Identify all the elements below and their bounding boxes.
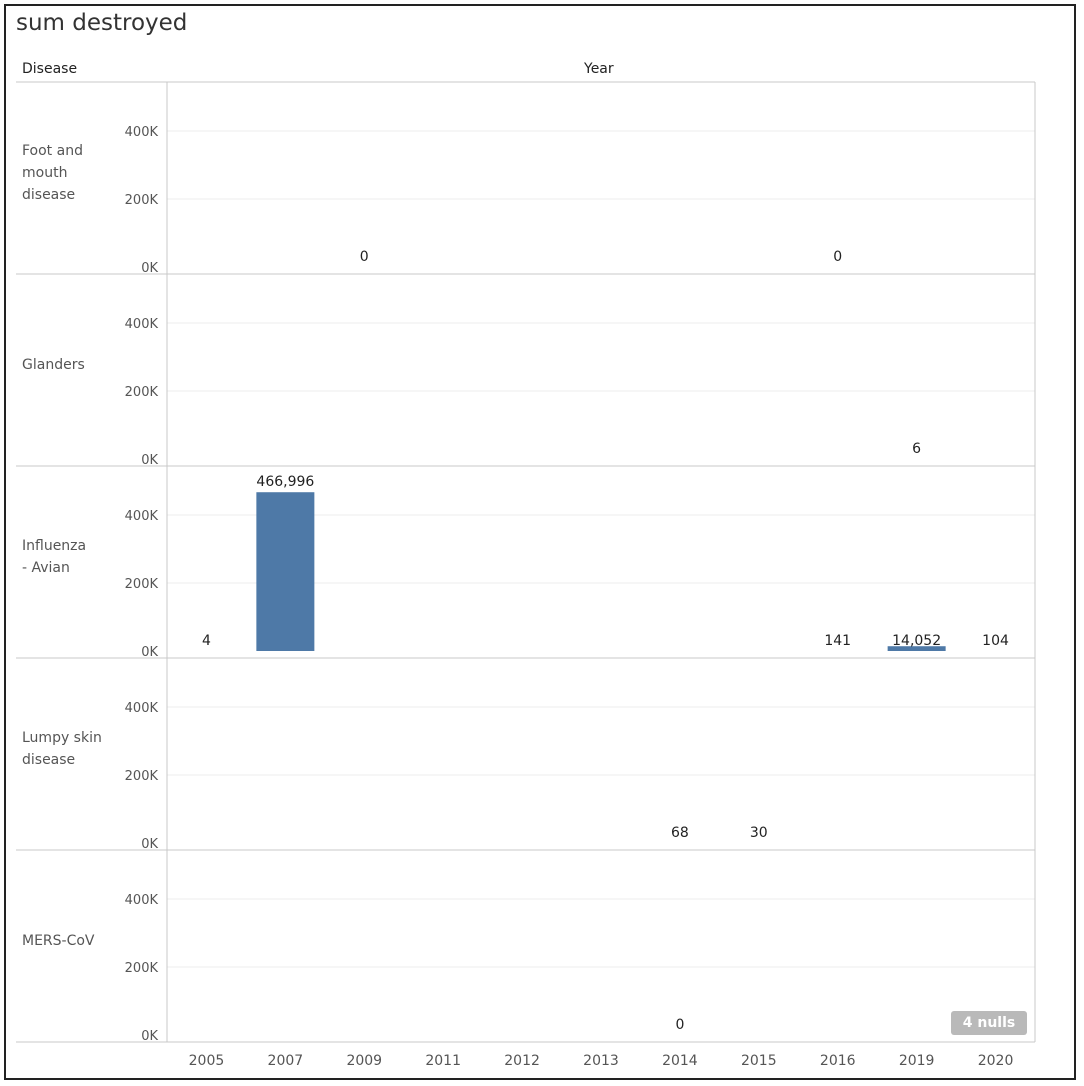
y-tick-label: 400K [125,317,159,332]
y-tick-label: 200K [125,769,159,784]
x-tick-label: 2019 [899,1053,935,1069]
row-label: Glanders [22,357,85,373]
row-label: Lumpy skin disease [22,730,102,768]
data-label: 6 [912,441,921,457]
bar [887,646,946,651]
row-dimension-header: Disease [22,61,78,77]
chart-frame [4,4,1076,1080]
data-label: 141 [824,633,851,649]
x-tick-label: 2012 [504,1053,540,1069]
y-tick-label: 0K [141,261,158,276]
row-label: Influenza - Avian [22,538,86,576]
y-tick-label: 400K [125,125,159,140]
y-tick-label: 200K [125,961,159,976]
data-label: 0 [360,249,369,265]
row-label: MERS-CoV [22,933,95,949]
x-tick-label: 2016 [820,1053,856,1069]
row-label: Foot and mouth disease [22,143,83,203]
x-tick-label: 2015 [741,1053,777,1069]
column-dimension-header: Year [584,61,614,77]
x-tick-label: 2009 [346,1053,382,1069]
x-tick-label: 2007 [268,1053,304,1069]
x-tick-label: 2005 [189,1053,225,1069]
y-tick-label: 0K [141,453,158,468]
data-label: 0 [833,249,842,265]
y-tick-label: 200K [125,385,159,400]
x-tick-label: 2020 [978,1053,1014,1069]
y-tick-label: 400K [125,509,159,524]
x-tick-label: 2011 [425,1053,461,1069]
data-label: 0 [675,1017,684,1033]
y-tick-label: 0K [141,645,158,660]
y-tick-label: 400K [125,893,159,908]
data-label: 4 [202,633,211,649]
x-tick-label: 2013 [583,1053,619,1069]
y-tick-label: 400K [125,701,159,716]
x-tick-label: 2014 [662,1053,698,1069]
y-tick-label: 0K [141,837,158,852]
data-label: 30 [750,825,768,841]
y-tick-label: 0K [141,1029,158,1044]
data-label: 104 [982,633,1009,649]
data-label: 14,052 [892,633,941,649]
data-label: 466,996 [256,474,314,490]
nulls-badge[interactable]: 4 nulls [951,1011,1027,1035]
chart-title: sum destroyed [16,10,188,36]
y-tick-label: 200K [125,577,159,592]
y-tick-label: 200K [125,193,159,208]
data-label: 68 [671,825,689,841]
bar [256,492,315,651]
